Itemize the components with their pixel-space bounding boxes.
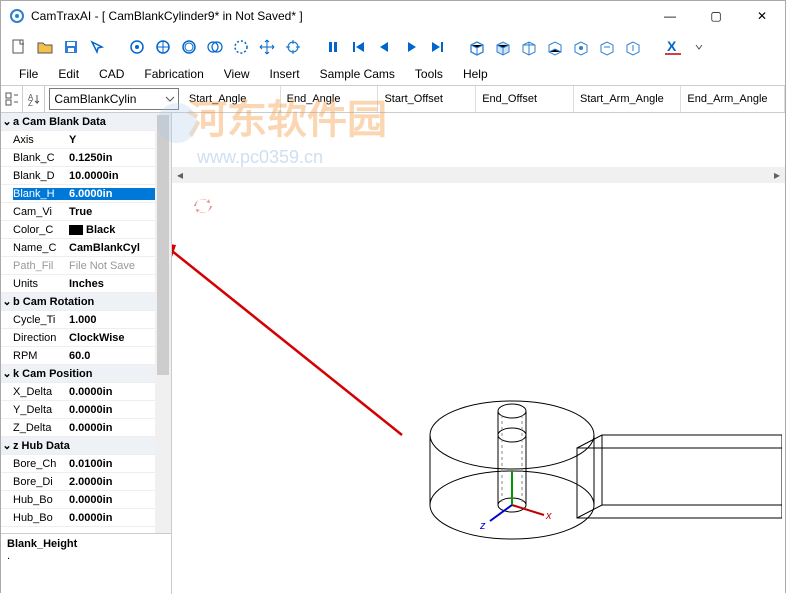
viewport-3d[interactable]: 河东软件园 www.pc0359.cn	[172, 183, 785, 594]
gear2-button[interactable]	[151, 35, 175, 59]
menu-fabrication[interactable]: Fabrication	[136, 65, 211, 83]
chevron-down-icon	[165, 93, 175, 107]
prop-color-c[interactable]: Color_CBlack	[1, 221, 171, 239]
cube2-button[interactable]	[491, 35, 515, 59]
maximize-button[interactable]: ▢	[693, 1, 739, 31]
object-combo[interactable]: CamBlankCylin	[49, 88, 178, 110]
prop-cycle-time[interactable]: Cycle_Ti1.000	[1, 311, 171, 329]
main-area: ⌄a Cam Blank Data AxisY Blank_C0.1250in …	[1, 113, 785, 594]
menu-edit[interactable]: Edit	[50, 65, 87, 83]
rewind-start-button[interactable]	[347, 35, 371, 59]
cat-cam-position[interactable]: ⌄k Cam Position	[1, 365, 171, 383]
cube1-button[interactable]	[465, 35, 489, 59]
cube3-button[interactable]	[517, 35, 541, 59]
menu-help[interactable]: Help	[455, 65, 496, 83]
open-button[interactable]	[33, 35, 57, 59]
chev-menu-button[interactable]	[687, 35, 711, 59]
pause-button[interactable]	[321, 35, 345, 59]
prop-cam-vis[interactable]: Cam_ViTrue	[1, 203, 171, 221]
prop-blank-d[interactable]: Blank_D10.0000in	[1, 167, 171, 185]
cube7-button[interactable]	[621, 35, 645, 59]
menubar: File Edit CAD Fabrication View Insert Sa…	[1, 63, 785, 85]
svg-text:z: z	[479, 520, 486, 532]
target-button[interactable]	[281, 35, 305, 59]
col-end-angle[interactable]: End_Angle	[281, 86, 379, 112]
svg-text:X: X	[667, 38, 677, 54]
scrollbar-thumb[interactable]	[157, 115, 169, 375]
scroll-right-icon[interactable]: ▸	[769, 168, 785, 182]
cube4-button[interactable]	[543, 35, 567, 59]
annotation-arrow	[172, 243, 402, 435]
main-toolbar: X	[1, 31, 785, 63]
prop-hub-bo1[interactable]: Hub_Bo0.0000in	[1, 491, 171, 509]
desc-body: .	[7, 550, 165, 562]
property-grid: ⌄a Cam Blank Data AxisY Blank_C0.1250in …	[1, 113, 172, 594]
property-description: Blank_Height .	[1, 533, 171, 594]
col-start-arm-angle[interactable]: Start_Arm_Angle	[574, 86, 681, 112]
menu-samplecams[interactable]: Sample Cams	[312, 65, 403, 83]
minimize-button[interactable]: —	[647, 1, 693, 31]
property-rows: ⌄a Cam Blank Data AxisY Blank_C0.1250in …	[1, 113, 171, 533]
fwd-end-button[interactable]	[425, 35, 449, 59]
col-start-angle[interactable]: Start_Angle	[183, 86, 281, 112]
prop-units[interactable]: UnitsInches	[1, 275, 171, 293]
scroll-left-icon[interactable]: ◂	[172, 168, 188, 182]
prop-blank-c[interactable]: Blank_C0.1250in	[1, 149, 171, 167]
cube5-button[interactable]	[569, 35, 593, 59]
desc-title: Blank_Height	[7, 538, 165, 550]
cat-cam-rotation[interactable]: ⌄b Cam Rotation	[1, 293, 171, 311]
prop-rpm[interactable]: RPM60.0	[1, 347, 171, 365]
table-hscrollbar[interactable]: ◂ ▸	[172, 167, 785, 183]
new-button[interactable]	[7, 35, 31, 59]
prop-hub-bo2[interactable]: Hub_Bo0.0000in	[1, 509, 171, 527]
menu-cad[interactable]: CAD	[91, 65, 132, 83]
menu-view[interactable]: View	[216, 65, 258, 83]
table-empty-area	[172, 113, 785, 167]
move-button[interactable]	[255, 35, 279, 59]
prop-path-file[interactable]: Path_FilFile Not Save	[1, 257, 171, 275]
col-end-arm-angle[interactable]: End_Arm_Angle	[681, 86, 785, 112]
prop-name-c[interactable]: Name_CCamBlankCyl	[1, 239, 171, 257]
step-back-button[interactable]	[373, 35, 397, 59]
sort-alpha-button[interactable]: AZ	[23, 86, 45, 112]
svg-text:Z: Z	[28, 99, 33, 106]
prop-x-delta[interactable]: X_Delta0.0000in	[1, 383, 171, 401]
tablebar: AZ CamBlankCylin Start_Angle End_Angle S…	[1, 85, 785, 113]
pick-button[interactable]	[85, 35, 109, 59]
prop-bore-di[interactable]: Bore_Di2.0000in	[1, 473, 171, 491]
window-title: CamTraxAI - [ CamBlankCylinder9* in Not …	[31, 9, 647, 23]
menu-insert[interactable]: Insert	[262, 65, 308, 83]
app-icon	[9, 8, 25, 24]
prop-z-delta[interactable]: Z_Delta0.0000in	[1, 419, 171, 437]
cat-cam-blank[interactable]: ⌄a Cam Blank Data	[1, 113, 171, 131]
gear3-button[interactable]	[177, 35, 201, 59]
x-axis-button[interactable]: X	[661, 35, 685, 59]
cube6-button[interactable]	[595, 35, 619, 59]
cat-hub-data[interactable]: ⌄z Hub Data	[1, 437, 171, 455]
step-fwd-button[interactable]	[399, 35, 423, 59]
gear5-button[interactable]	[229, 35, 253, 59]
model-svg: x z	[172, 183, 782, 593]
gear1-button[interactable]	[125, 35, 149, 59]
prop-y-delta[interactable]: Y_Delta0.0000in	[1, 401, 171, 419]
propgrid-scrollbar[interactable]	[155, 113, 171, 533]
close-button[interactable]: ✕	[739, 1, 785, 31]
titlebar: CamTraxAI - [ CamBlankCylinder9* in Not …	[1, 1, 785, 31]
sort-category-button[interactable]	[1, 86, 23, 112]
prop-axis[interactable]: AxisY	[1, 131, 171, 149]
menu-tools[interactable]: Tools	[407, 65, 451, 83]
svg-text:x: x	[545, 510, 552, 522]
combo-value: CamBlankCylin	[54, 92, 136, 106]
col-end-offset[interactable]: End_Offset	[476, 86, 574, 112]
prop-direction[interactable]: DirectionClockWise	[1, 329, 171, 347]
menu-file[interactable]: File	[11, 65, 46, 83]
save-button[interactable]	[59, 35, 83, 59]
prop-blank-h[interactable]: Blank_H6.0000in	[1, 185, 171, 203]
gear4-button[interactable]	[203, 35, 227, 59]
viewport-wrap: ◂ ▸ 河东软件园 www.pc0359.cn	[172, 113, 785, 594]
col-start-offset[interactable]: Start_Offset	[378, 86, 476, 112]
prop-bore-ch[interactable]: Bore_Ch0.0100in	[1, 455, 171, 473]
color-swatch	[69, 225, 83, 235]
